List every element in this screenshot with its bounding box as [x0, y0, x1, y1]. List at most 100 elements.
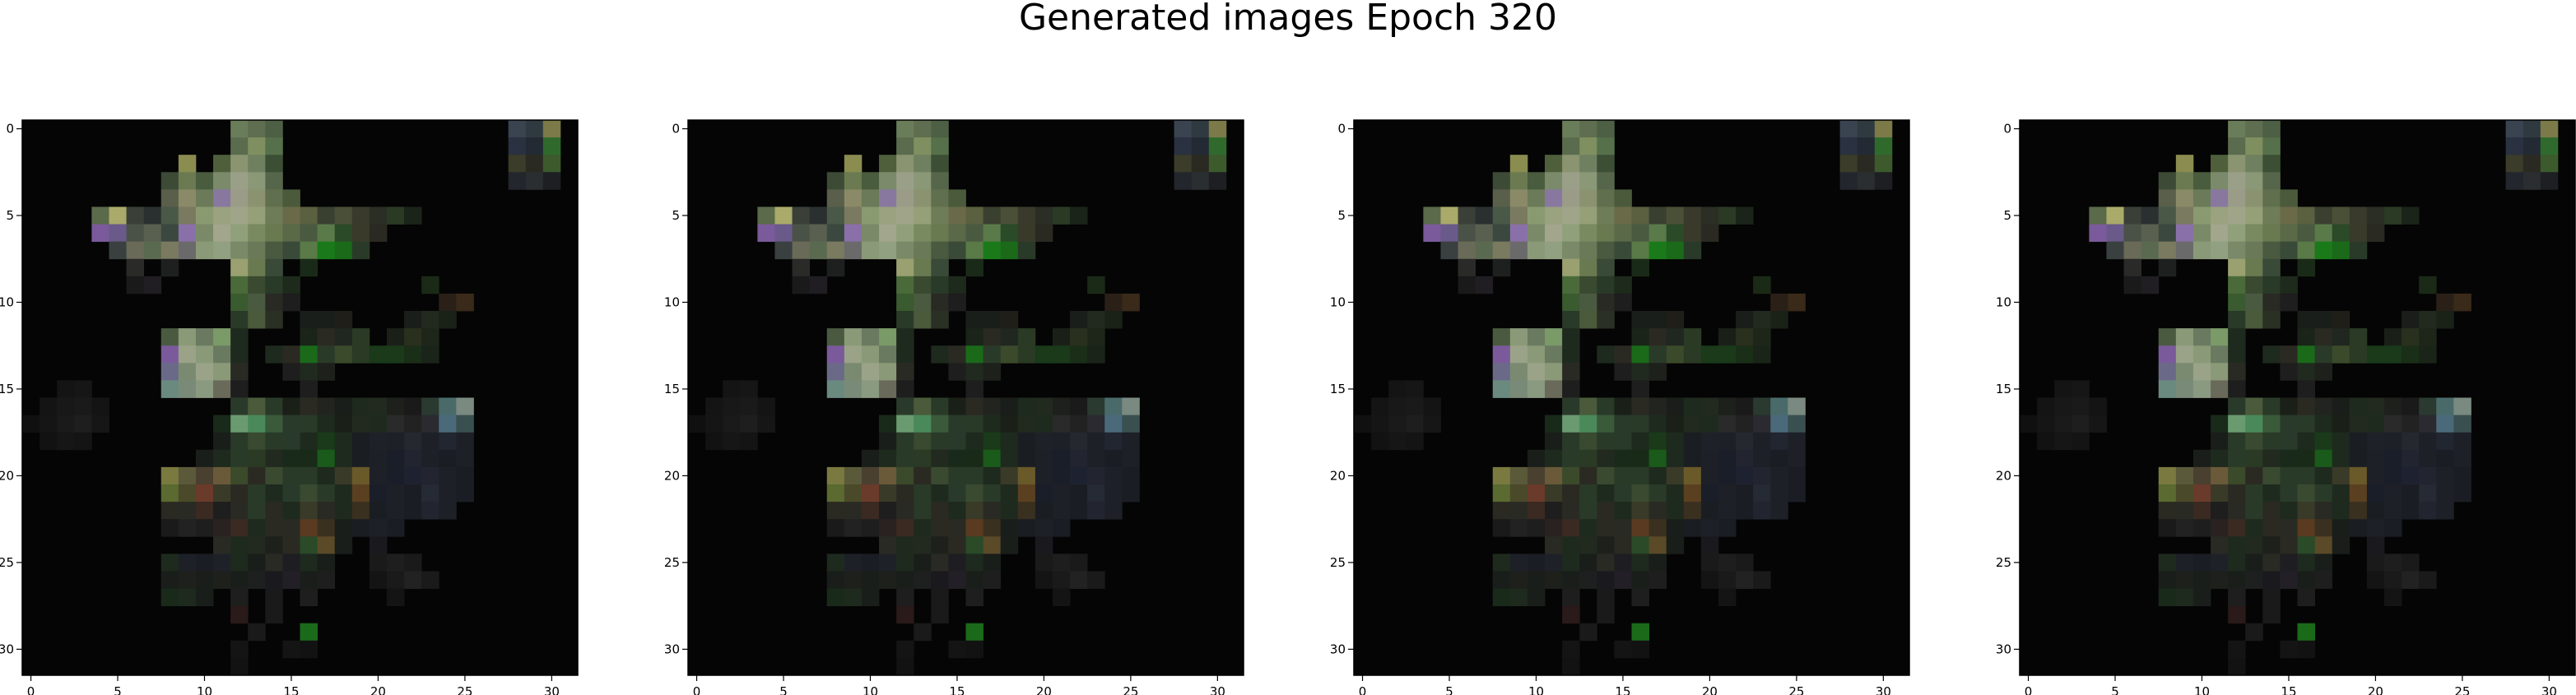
- image-pixel: [195, 172, 214, 190]
- image-pixel: [1579, 206, 1597, 225]
- image-pixel: [2245, 206, 2263, 225]
- image-panel-4: 0 5 10 15 20 25 30 0 5 10 15 20 25 30: [1996, 119, 2576, 695]
- image-pixel: [2280, 241, 2298, 260]
- image-pixel: [2349, 466, 2368, 485]
- image-pixel: [2332, 415, 2350, 433]
- y-tick-label: 0: [672, 122, 680, 137]
- x-tick-label: 30: [2541, 684, 2557, 695]
- image-pixel: [896, 415, 914, 433]
- image-pixel: [230, 345, 249, 364]
- image-pixel: [1736, 432, 1754, 451]
- image-pixel: [1087, 484, 1105, 503]
- image-pixel: [2228, 363, 2246, 381]
- image-pixel: [1614, 449, 1632, 468]
- image-pixel: [1648, 466, 1667, 485]
- image-pixel: [1753, 415, 1771, 433]
- image-pixel: [213, 536, 231, 554]
- image-pixel: [282, 466, 300, 485]
- y-tick-label: 25: [664, 555, 680, 570]
- image-pixel: [2228, 311, 2246, 329]
- y-tick-label: 30: [1330, 642, 1346, 656]
- image-pixel: [861, 466, 880, 485]
- image-pixel: [1052, 588, 1071, 607]
- image-pixel: [2366, 536, 2385, 554]
- image-pixel: [1579, 449, 1597, 468]
- image-pixel: [809, 206, 828, 225]
- image-pixel: [1208, 155, 1227, 173]
- image-pixel: [757, 397, 775, 415]
- image-pixel: [2332, 311, 2350, 329]
- image-pixel: [826, 258, 845, 277]
- image-pixel: [2192, 172, 2211, 190]
- image-pixel: [983, 449, 1002, 468]
- image-pixel: [2211, 172, 2229, 190]
- image-pixel: [1509, 224, 1528, 243]
- image-pixel: [2540, 172, 2559, 190]
- image-pixel: [2192, 519, 2211, 537]
- image-pixel: [1614, 554, 1632, 572]
- image-pixel: [1035, 224, 1053, 243]
- image-pixel: [1579, 120, 1597, 138]
- image-pixel: [282, 571, 300, 589]
- image-pixel: [1648, 363, 1667, 381]
- image-pixel: [983, 466, 1002, 485]
- image-pixel: [688, 415, 706, 433]
- image-pixel: [1527, 466, 1546, 485]
- image-pixel: [334, 449, 353, 468]
- image-pixel: [351, 449, 370, 468]
- image-pixel: [2280, 363, 2298, 381]
- image-pixel: [317, 328, 336, 346]
- image-pixel: [896, 449, 914, 468]
- image-pixel: [1509, 519, 1528, 537]
- image-pixel: [1579, 432, 1597, 451]
- image-pixel: [2314, 206, 2333, 225]
- image-pixel: [1527, 554, 1546, 572]
- image-pixel: [1035, 466, 1053, 485]
- image-pixel: [178, 519, 197, 537]
- image-pixel: [1579, 519, 1597, 537]
- image-pixel: [896, 276, 914, 294]
- image-pixel: [300, 397, 318, 415]
- image-pixel: [1648, 449, 1667, 468]
- image-pixel: [1545, 432, 1563, 451]
- image-pixel: [317, 415, 336, 433]
- image-pixel: [1736, 502, 1754, 520]
- y-tick-label: 10: [0, 294, 14, 309]
- image-pixel: [1700, 432, 1719, 451]
- image-pixel: [1700, 397, 1719, 415]
- image-pixel: [1700, 536, 1719, 554]
- image-pixel: [1545, 554, 1563, 572]
- image-pixel: [1087, 415, 1105, 433]
- image-pixel: [282, 502, 300, 520]
- image-pixel: [1597, 120, 1615, 138]
- image-pixel: [2332, 206, 2350, 225]
- image-pixel: [2020, 415, 2038, 433]
- image-pixel: [456, 397, 474, 415]
- image-pixel: [2262, 519, 2281, 537]
- image-pixel: [931, 293, 949, 312]
- image-pixel: [879, 189, 897, 207]
- image-pixel: [1597, 258, 1615, 277]
- image-pixel: [1579, 172, 1597, 190]
- image-pixel: [1052, 519, 1071, 537]
- image-pixel: [1509, 571, 1528, 589]
- image-pixel: [861, 588, 880, 607]
- y-tick-label: 0: [1337, 122, 1346, 137]
- image-pixel: [1579, 224, 1597, 243]
- image-pixel: [965, 345, 983, 364]
- image-pixel: [2158, 258, 2177, 277]
- image-pixel: [948, 502, 966, 520]
- image-pixel: [2540, 155, 2559, 173]
- image-pixel: [2175, 224, 2194, 243]
- axes-frame: [1353, 119, 1910, 676]
- image-pixel: [757, 415, 775, 433]
- image-pixel: [983, 571, 1002, 589]
- image-pixel: [178, 588, 197, 607]
- image-pixel: [1122, 484, 1140, 503]
- image-pixel: [2366, 484, 2385, 503]
- image-pixel: [2262, 276, 2281, 294]
- image-pixel: [1770, 311, 1788, 329]
- image-pixel: [2314, 554, 2333, 572]
- y-tick-label: 30: [664, 642, 680, 656]
- image-pixel: [1614, 397, 1632, 415]
